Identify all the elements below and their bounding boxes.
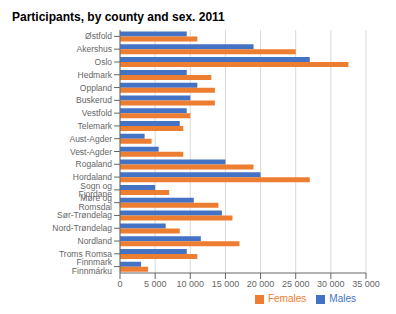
svg-text:Hedmark: Hedmark bbox=[78, 70, 113, 80]
svg-text:Vest-Agder: Vest-Agder bbox=[70, 147, 112, 157]
svg-text:Østfold: Østfold bbox=[85, 31, 112, 41]
svg-text:25 000: 25 000 bbox=[282, 279, 310, 289]
svg-text:Møre ogRomsdal: Møre ogRomsdal bbox=[78, 193, 112, 212]
svg-text:30 000: 30 000 bbox=[317, 279, 345, 289]
svg-text:0: 0 bbox=[117, 279, 122, 289]
svg-text:Nord-Trøndelag: Nord-Trøndelag bbox=[52, 223, 112, 233]
svg-text:Vestfold: Vestfold bbox=[82, 108, 113, 118]
svg-text:35 000: 35 000 bbox=[352, 279, 380, 289]
svg-text:FinnmarkFinnmárku: FinnmarkFinnmárku bbox=[72, 257, 113, 276]
svg-text:Nordland: Nordland bbox=[78, 236, 113, 246]
svg-text:5 000: 5 000 bbox=[144, 279, 167, 289]
svg-text:15 000: 15 000 bbox=[212, 279, 240, 289]
svg-text:Oppland: Oppland bbox=[80, 83, 112, 93]
svg-text:10 000: 10 000 bbox=[177, 279, 205, 289]
svg-text:Rogaland: Rogaland bbox=[76, 159, 113, 169]
svg-text:Buskerud: Buskerud bbox=[76, 95, 112, 105]
svg-text:Sør-Trøndelag: Sør-Trøndelag bbox=[57, 210, 112, 220]
svg-text:Aust-Agder: Aust-Agder bbox=[69, 134, 112, 144]
svg-text:20 000: 20 000 bbox=[247, 279, 275, 289]
svg-text:Akershus: Akershus bbox=[77, 44, 112, 54]
svg-text:Telemark: Telemark bbox=[78, 121, 113, 131]
svg-text:Oslo: Oslo bbox=[95, 57, 113, 67]
